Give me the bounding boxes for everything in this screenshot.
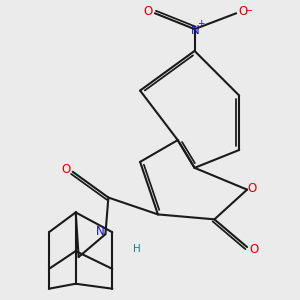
Text: O: O: [249, 243, 258, 256]
Text: −: −: [244, 6, 253, 16]
Text: N: N: [96, 225, 104, 238]
Text: O: O: [61, 163, 71, 176]
Text: +: +: [197, 19, 205, 28]
Text: O: O: [248, 182, 257, 195]
Text: O: O: [238, 5, 248, 18]
Text: H: H: [133, 244, 140, 254]
Text: O: O: [144, 5, 153, 18]
Text: N: N: [191, 23, 200, 37]
